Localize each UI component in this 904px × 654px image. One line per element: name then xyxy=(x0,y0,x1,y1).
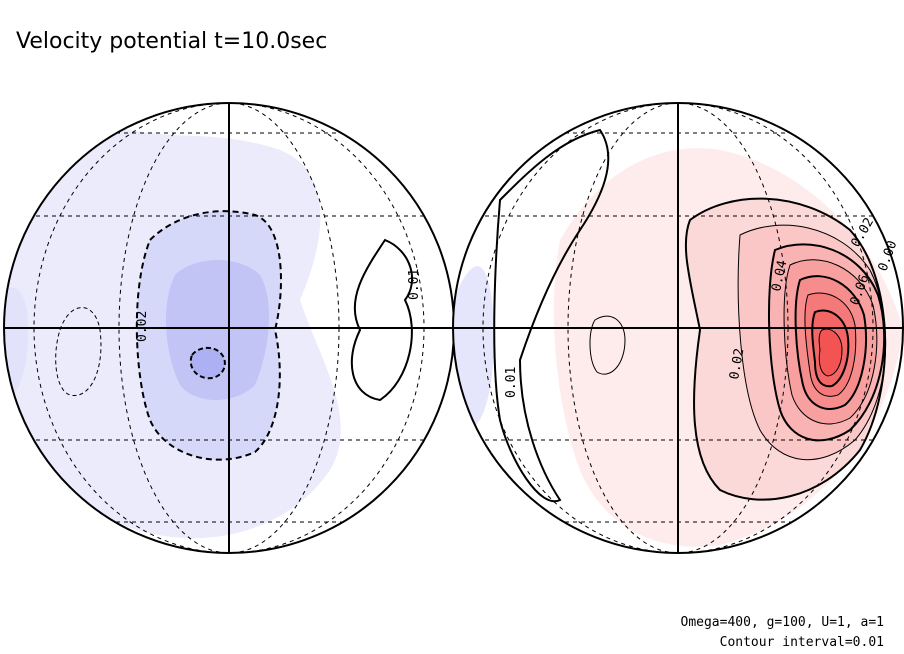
left-contour-neg-004 xyxy=(189,346,226,380)
left-fill-level-3 xyxy=(165,260,270,400)
contour-interval-note: Contour interval=0.01 xyxy=(720,635,884,650)
left-contour-pos-001 xyxy=(350,238,414,402)
right-fill-level-9 xyxy=(819,329,842,376)
right-shading xyxy=(453,103,903,553)
right-globe-outline xyxy=(452,102,904,554)
left-contour-label-002: 0.02 xyxy=(135,311,150,342)
right-contour-label-004: 0.04 xyxy=(769,259,790,293)
right-contour-label-002: 0.02 xyxy=(727,347,747,380)
left-contour-label-001: 0.01 xyxy=(407,269,422,300)
right-hemisphere: 0.02 0.04 0.06 0.01 0.02 0.00 xyxy=(452,102,904,554)
left-edge-fill xyxy=(4,287,29,400)
right-side-label-001: 0.01 xyxy=(504,367,519,398)
left-fill-level-4 xyxy=(190,347,225,379)
left-hemisphere: 0.02 0.01 xyxy=(3,102,455,554)
parameters-note: Omega=400, g=100, U=1, a=1 xyxy=(681,615,885,630)
chart-title: Velocity potential t=10.0sec xyxy=(16,29,327,54)
left-shading xyxy=(4,103,454,553)
left-contour-neg-002 xyxy=(135,210,282,461)
